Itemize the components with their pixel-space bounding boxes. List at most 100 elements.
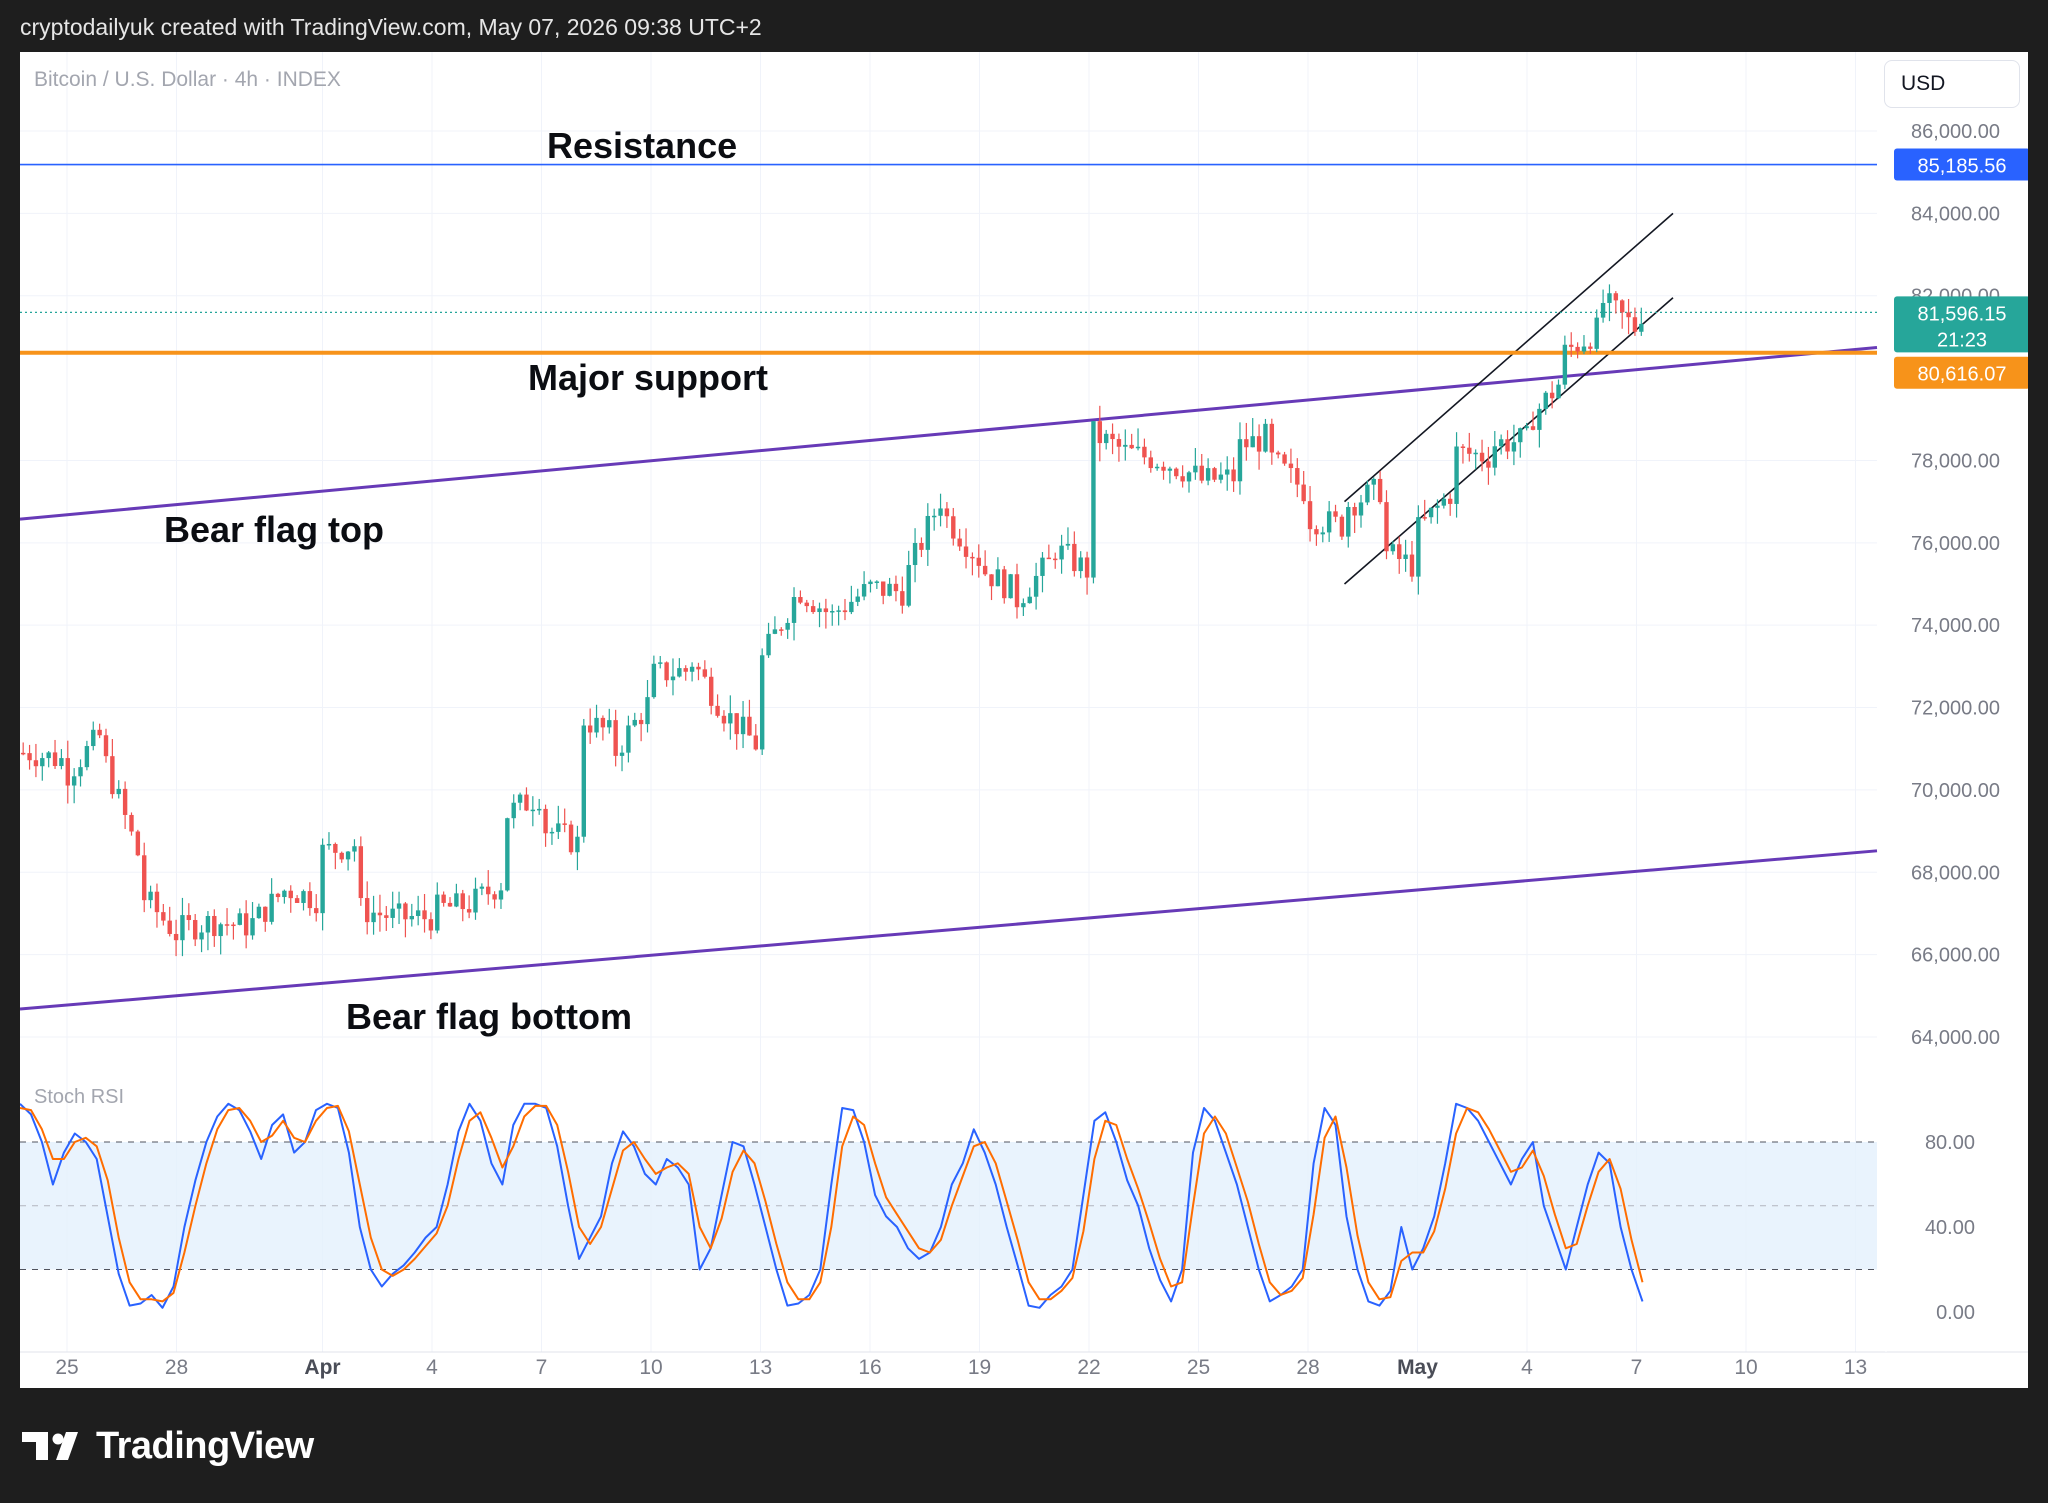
time-tick-label: 7 <box>536 1356 548 1379</box>
candle-body <box>180 915 185 941</box>
candle-body <box>1288 463 1294 469</box>
candle-body <box>1524 426 1529 429</box>
price-axis: 86,000.0084,000.0082,000.0078,000.0076,0… <box>20 52 2028 1379</box>
candle-body <box>1014 574 1020 608</box>
candle-body <box>1326 511 1332 533</box>
candle-body <box>492 894 497 900</box>
candle-body <box>186 915 192 921</box>
candle-body <box>537 808 542 811</box>
candle-body <box>1518 428 1523 443</box>
bear-flag-bottom-label: Bear flag bottom <box>346 996 632 1037</box>
candle-body <box>1186 472 1192 482</box>
candle-body <box>435 894 440 931</box>
candle-body <box>320 844 325 914</box>
candle-body <box>1008 574 1013 599</box>
tradingview-brand[interactable]: TradingView <box>22 1420 314 1472</box>
candle-body <box>409 915 414 920</box>
candle-body <box>1072 543 1077 572</box>
candle-body <box>919 542 924 550</box>
candle-body <box>205 915 211 933</box>
candle-body <box>1352 506 1357 516</box>
price-tags: 85,185.56 81,596.15 21:23 80,616.07 <box>1894 148 2028 389</box>
top-bar: cryptodailyuk created with TradingView.c… <box>0 0 2048 52</box>
candle-body <box>944 508 950 517</box>
candle-body <box>1467 447 1472 454</box>
candle-body <box>1301 484 1306 502</box>
candle-body <box>836 610 841 612</box>
currency-button[interactable]: USD <box>1884 60 2020 108</box>
candle-body <box>454 893 459 907</box>
candle-body <box>1569 344 1574 347</box>
candle-body <box>868 581 873 585</box>
candle-body <box>129 814 134 832</box>
stoch-tick-label: 0.00 <box>1936 1302 1975 1324</box>
price-tick-label: 64,000.00 <box>1911 1027 2000 1049</box>
candle-body <box>1620 300 1625 313</box>
candle-body <box>1435 505 1440 508</box>
candle-body <box>1212 468 1217 480</box>
candle-body <box>1397 544 1402 559</box>
candle-body <box>931 515 937 518</box>
candle-body <box>1256 436 1262 452</box>
candle-body <box>619 752 625 756</box>
time-tick-label: 4 <box>426 1356 438 1379</box>
time-tick-label: 13 <box>1844 1356 1867 1379</box>
candle-body <box>1231 469 1236 482</box>
candle-body <box>97 729 102 736</box>
candle-body <box>1447 498 1453 504</box>
time-tick-label: 28 <box>165 1356 188 1379</box>
candle-body <box>1441 498 1447 506</box>
candle-body <box>970 556 975 559</box>
candle-body <box>823 608 829 613</box>
candle-body <box>1333 511 1338 517</box>
time-tick-label: Apr <box>304 1356 340 1379</box>
last-price-tag <box>1894 296 2028 353</box>
candle-body <box>753 735 759 750</box>
candle-body <box>52 752 58 767</box>
candle-body <box>1059 545 1064 560</box>
rising-channel <box>1343 212 1674 585</box>
price-tick-label: 68,000.00 <box>1911 862 2000 884</box>
candle-body <box>1021 603 1026 608</box>
candle-body <box>256 906 262 919</box>
candle-body <box>282 890 287 898</box>
candle-body <box>1205 468 1211 481</box>
candle-body <box>861 584 867 597</box>
price-tick-label: 86,000.00 <box>1911 121 2000 143</box>
candle-body <box>543 808 548 834</box>
candle-body <box>59 758 64 767</box>
candle-body <box>441 894 446 903</box>
candle-body <box>1065 543 1071 546</box>
candle-body <box>594 717 599 733</box>
candle-body <box>581 725 586 837</box>
candle-body <box>415 910 421 916</box>
candle-body <box>1422 517 1427 519</box>
candle-body <box>1129 444 1134 449</box>
candle-body <box>1174 468 1179 477</box>
price-chart[interactable]: 86,000.0084,000.0082,000.0078,000.0076,0… <box>20 52 2028 1388</box>
candle-body <box>301 891 306 903</box>
candle-body <box>103 735 109 757</box>
candle-body <box>1575 346 1580 352</box>
candle-body <box>1307 501 1313 530</box>
channel-upper-line <box>1343 212 1674 503</box>
candle-body <box>1556 384 1561 399</box>
candle-body <box>1632 317 1638 332</box>
time-tick-label: May <box>1397 1356 1438 1379</box>
candle-body <box>1543 392 1548 409</box>
candle-body <box>1505 439 1510 452</box>
chart-panel: 86,000.0084,000.0082,000.0078,000.0076,0… <box>20 52 2028 1388</box>
candle-body <box>607 720 612 728</box>
candle-body <box>747 716 752 736</box>
candle-body <box>65 758 70 786</box>
candle-body <box>167 920 172 934</box>
candle-body <box>1180 476 1185 482</box>
candle-body <box>1123 444 1128 447</box>
candle-body <box>1530 426 1536 430</box>
price-tick-label: 84,000.00 <box>1911 203 2000 225</box>
candle-body <box>817 608 822 613</box>
candle-body <box>709 676 714 706</box>
candle-body <box>250 918 255 936</box>
candle-body <box>1473 452 1478 455</box>
stoch-band <box>20 1141 1877 1270</box>
